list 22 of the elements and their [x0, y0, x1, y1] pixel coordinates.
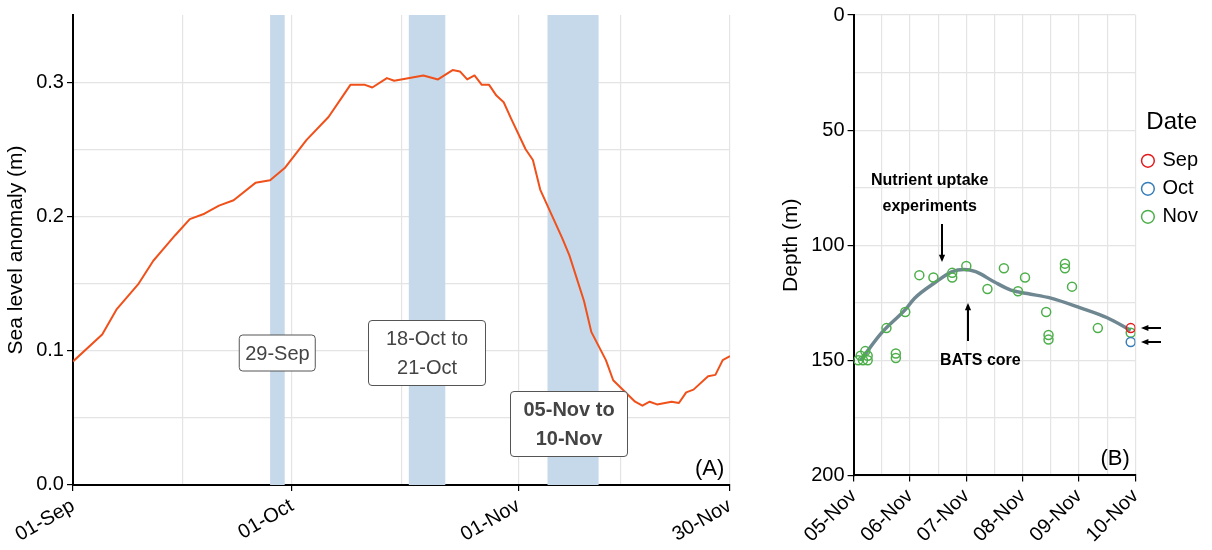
y-tick-label: 200 — [811, 462, 845, 485]
y-tick-label: 50 — [822, 117, 845, 140]
y-tick-label: 0.0 — [36, 472, 64, 495]
annotation: (A) — [695, 454, 725, 481]
y-tick-label: 100 — [811, 232, 845, 255]
legend-label: Sep — [1162, 148, 1199, 171]
band-label: 29-Sep — [239, 334, 316, 372]
y-axis-title: Sea level anomaly (m) — [3, 145, 27, 355]
y-axis-title: Depth (m) — [778, 198, 802, 292]
band-label: 18-Oct to 21-Oct — [368, 320, 487, 387]
legend-title: Date — [1146, 106, 1198, 134]
annotation: Nutrient uptake experiments — [870, 169, 990, 216]
annotation: BATS core — [939, 349, 1022, 370]
legend-label: Oct — [1162, 176, 1194, 199]
y-tick-label: 0.3 — [36, 69, 64, 92]
y-tick-label: 150 — [811, 347, 845, 370]
y-tick-label: 0 — [833, 2, 845, 25]
legend-label: Nov — [1162, 204, 1198, 227]
band-label: 05-Nov to 10-Nov — [510, 390, 629, 457]
annotation: (B) — [1100, 445, 1130, 472]
y-tick-label: 0.2 — [36, 203, 64, 226]
y-tick-label: 0.1 — [36, 338, 64, 361]
